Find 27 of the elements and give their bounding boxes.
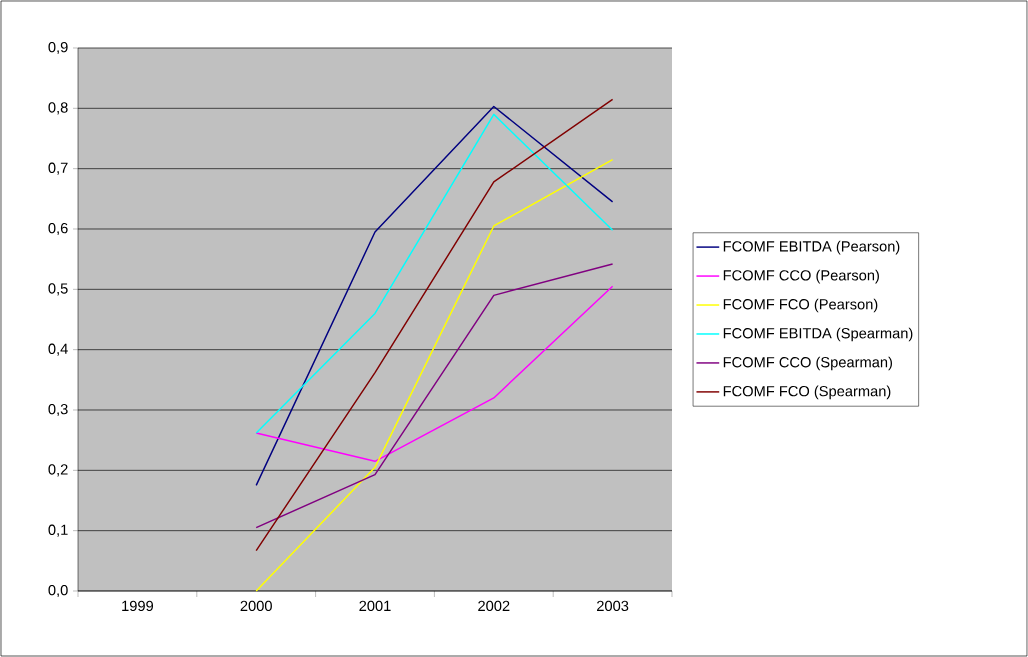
legend-label: FCOMF EBITDA (Pearson) xyxy=(723,240,900,255)
line-series xyxy=(255,158,614,592)
y-tick-label: 0,4 xyxy=(48,343,68,356)
legend-label: FCOMF CCO (Pearson) xyxy=(723,269,879,284)
line-series xyxy=(255,285,614,463)
legend-label: FCOMF FCO (Spearman) xyxy=(723,385,891,400)
legend-label: FCOMF CCO (Spearman) xyxy=(723,356,893,371)
legend-label: FCOMF FCO (Pearson) xyxy=(723,298,878,313)
y-tick-label: 0,3 xyxy=(48,403,68,417)
line-series xyxy=(255,105,614,487)
x-tick-label: 2002 xyxy=(478,600,510,612)
y-tick-label: 0,1 xyxy=(48,524,68,537)
y-tick-label: 0,5 xyxy=(48,283,68,296)
y-tick-label: 0,7 xyxy=(48,162,68,175)
line-series xyxy=(255,263,614,529)
y-tick-label: 0,2 xyxy=(48,464,68,477)
x-tick-label: 2003 xyxy=(597,600,629,612)
x-tick-label: 2001 xyxy=(359,600,391,612)
y-tick-label: 0,8 xyxy=(48,102,68,115)
line-series xyxy=(255,113,614,434)
x-tick-label: 2000 xyxy=(240,600,272,612)
y-tick-label: 0,6 xyxy=(48,222,68,236)
legend-label: FCOMF EBITDA (Spearman) xyxy=(723,327,913,342)
line-series xyxy=(255,98,614,552)
x-tick-label: 1999 xyxy=(122,600,154,612)
y-tick-label: 0,0 xyxy=(48,584,68,598)
y-tick-label: 0,9 xyxy=(48,41,68,55)
